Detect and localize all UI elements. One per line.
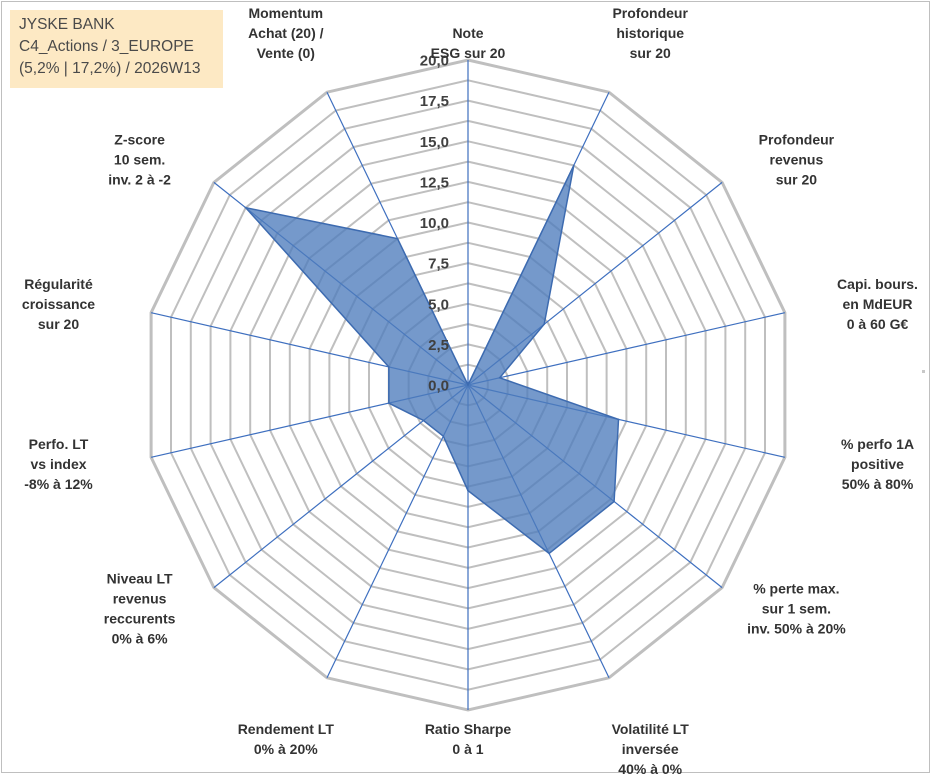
category-path: C4_Actions / 3_EUROPE xyxy=(19,38,194,55)
category-label-line: Achat (20) / xyxy=(248,25,324,41)
tick-label: 0,0 xyxy=(428,378,449,395)
category-label: Note ESG sur 20 xyxy=(431,25,506,61)
company-name: JYSKE BANK xyxy=(19,16,115,33)
category-label: Momentum Achat (20) / Vente (0) xyxy=(248,5,324,61)
category-label-line: 50% à 80% xyxy=(842,476,914,492)
category-label-line: 0% à 6% xyxy=(112,631,169,647)
data-point xyxy=(543,323,545,326)
category-label: Capi. bours. en MdEUR 0 à 60 G€ xyxy=(837,276,918,332)
category-label: Profondeur revenus sur 20 xyxy=(759,132,835,188)
category-label: Régularité croissance sur 20 xyxy=(22,276,95,332)
category-label-line: Rendement LT xyxy=(238,721,335,737)
category-label-line: Profondeur xyxy=(759,132,835,148)
data-point xyxy=(573,164,575,167)
category-label-line: positive xyxy=(851,456,904,472)
category-label-line: sur 20 xyxy=(38,316,79,332)
data-series xyxy=(243,164,620,555)
category-label-line: Vente (0) xyxy=(257,45,315,61)
category-label-line: Volatilité LT xyxy=(612,721,690,737)
category-label-line: reccurents xyxy=(104,611,176,627)
category-label: % perfo 1A positive 50% à 80% xyxy=(841,436,914,492)
category-label-line: -8% à 12% xyxy=(24,476,93,492)
category-label-line: % perfo 1A xyxy=(841,436,914,452)
data-point xyxy=(498,377,501,379)
data-point xyxy=(467,384,469,386)
category-label: Ratio Sharpe 0 à 1 xyxy=(425,721,512,757)
tick-label: 10,0 xyxy=(420,215,449,232)
category-label-line: sur 1 sem. xyxy=(762,601,831,617)
tick-label: 17,5 xyxy=(420,93,449,110)
category-label: Z-score 10 sem. inv. 2 à -2 xyxy=(108,132,171,188)
category-label-line: revenus xyxy=(770,152,824,168)
category-label: Perfo. LT vs index -8% à 12% xyxy=(24,436,93,492)
category-label-line: % perte max. xyxy=(753,581,839,597)
category-label-line: historique xyxy=(616,25,684,41)
category-label-line: Régularité xyxy=(24,276,93,292)
category-label: % perte max. sur 1 sem. inv. 50% à 20% xyxy=(747,581,846,637)
data-point xyxy=(617,418,620,421)
category-label-line: revenus xyxy=(113,591,167,607)
category-label-line: Profondeur xyxy=(612,5,688,21)
category-label-line: Ratio Sharpe xyxy=(425,721,512,737)
category-label-line: Note xyxy=(452,25,483,41)
tick-label: 15,0 xyxy=(420,134,449,151)
range-and-week: (5,2% | 17,2%) / 2026W13 xyxy=(19,60,201,77)
data-point xyxy=(388,366,390,368)
category-label-line: 10 sem. xyxy=(114,152,165,168)
data-point xyxy=(396,237,399,240)
category-label-line: Perfo. LT xyxy=(29,436,89,452)
category-label-line: Niveau LT xyxy=(107,571,173,587)
data-point xyxy=(442,435,445,438)
category-label-line: sur 20 xyxy=(630,45,671,61)
info-box: JYSKE BANK C4_Actions / 3_EUROPE (5,2% |… xyxy=(10,10,223,88)
tick-label: 7,5 xyxy=(428,256,449,273)
category-label-line: inv. 50% à 20% xyxy=(747,621,846,637)
tick-label: 12,5 xyxy=(420,174,449,191)
category-label: Niveau LT revenus reccurents 0% à 6% xyxy=(104,571,176,647)
category-label-line: inversée xyxy=(622,741,679,757)
resize-handle[interactable] xyxy=(922,370,925,373)
category-label-line: inv. 2 à -2 xyxy=(108,172,171,188)
tick-label: 5,0 xyxy=(428,296,449,313)
tick-label: 2,5 xyxy=(428,337,449,354)
data-point xyxy=(244,206,247,209)
tick-label: 20,0 xyxy=(420,53,449,70)
category-label-line: sur 20 xyxy=(776,172,817,188)
category-label-line: ESG sur 20 xyxy=(431,45,506,61)
category-label-line: 0 à 60 G€ xyxy=(847,316,909,332)
axis-spoke xyxy=(467,312,786,386)
data-point xyxy=(422,419,425,422)
category-label-line: croissance xyxy=(22,296,95,312)
data-point xyxy=(467,489,469,492)
category-label-line: 0 à 1 xyxy=(452,741,483,757)
category-label: Rendement LT 0% à 20% xyxy=(238,721,335,757)
category-label-line: Momentum xyxy=(248,5,323,21)
category-label-line: Capi. bours. xyxy=(837,276,918,292)
data-point xyxy=(388,402,390,404)
category-label-line: vs index xyxy=(30,456,86,472)
category-label: Volatilité LT inversée 40% à 0% xyxy=(612,721,690,776)
category-label-line: en MdEUR xyxy=(843,296,913,312)
category-label-line: 40% à 0% xyxy=(618,761,682,776)
category-label-line: Z-score xyxy=(114,132,165,148)
category-label: Profondeur historique sur 20 xyxy=(612,5,688,61)
category-label-line: 0% à 20% xyxy=(254,741,318,757)
tick-labels: 0,0 2,5 5,0 7,5 10,0 12,5 15,0 17,5 20,0 xyxy=(420,53,449,395)
data-point xyxy=(548,552,550,555)
data-point xyxy=(613,500,615,503)
category-labels: Note ESG sur 20 Profondeur historique sur 20… xyxy=(22,5,918,776)
